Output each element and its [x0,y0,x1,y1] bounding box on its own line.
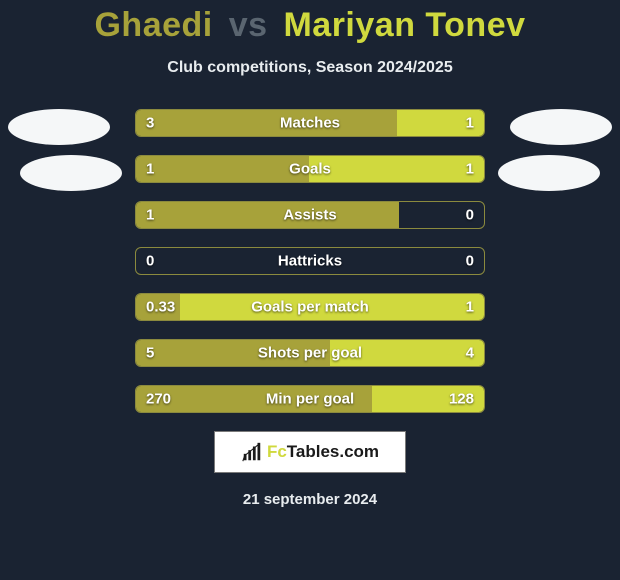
stat-label: Matches [136,115,484,132]
date-label: 21 september 2024 [0,491,620,508]
stat-row: 0.331Goals per match [135,293,485,321]
avatar-placeholder-p1-bottom [20,155,122,191]
title-player1: Ghaedi [94,6,212,44]
stat-row: 11Goals [135,155,485,183]
source-logo: FcTables.com [214,431,406,473]
stat-row: 31Matches [135,109,485,137]
subtitle: Club competitions, Season 2024/2025 [0,59,620,77]
avatar-placeholder-p2-top [510,109,612,145]
bar-chart-icon [241,441,263,463]
page-title: Ghaedi vs Mariyan Tonev [0,0,620,45]
stat-label: Hattricks [136,253,484,270]
stat-row: 10Assists [135,201,485,229]
logo-prefix: Fc [267,442,287,461]
logo-suffix: Tables.com [287,442,379,461]
avatar-placeholder-p1-top [8,109,110,145]
stat-row: 00Hattricks [135,247,485,275]
stat-label: Min per goal [136,391,484,408]
stat-label: Goals [136,161,484,178]
stat-row: 270128Min per goal [135,385,485,413]
stat-row: 54Shots per goal [135,339,485,367]
avatar-placeholder-p2-bottom [498,155,600,191]
comparison-chart: 31Matches 11Goals 10Assists 00Hattricks 0.33… [0,109,620,413]
logo-text: FcTables.com [267,442,379,462]
title-vs: vs [229,6,268,44]
stat-label: Assists [136,207,484,224]
stat-label: Shots per goal [136,345,484,362]
stat-label: Goals per match [136,299,484,316]
title-player2: Mariyan Tonev [283,6,525,44]
